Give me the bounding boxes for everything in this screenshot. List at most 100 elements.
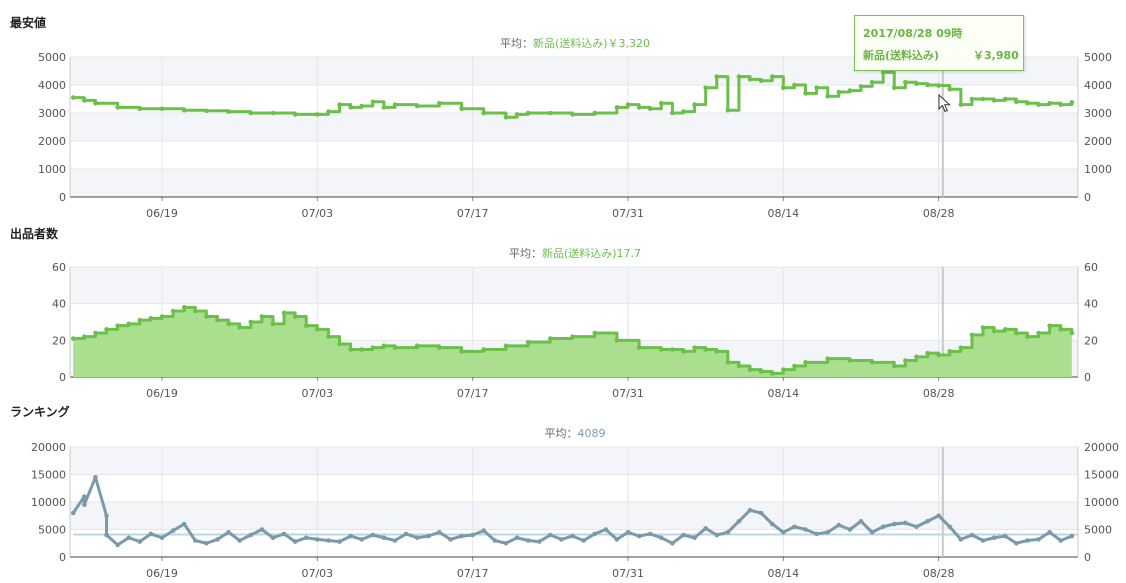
data-point <box>670 110 675 116</box>
y-tick-label-right: 60 <box>1084 261 1098 274</box>
data-point <box>1025 100 1030 106</box>
x-tick-label: 07/17 <box>457 207 489 220</box>
data-point <box>692 535 697 541</box>
data-point <box>792 524 797 530</box>
data-point <box>248 319 254 325</box>
data-point <box>736 74 742 79</box>
data-point <box>259 527 265 532</box>
y-tick-label: 1000 <box>38 163 66 176</box>
data-point <box>747 77 753 82</box>
data-point <box>880 524 886 530</box>
data-point <box>359 347 365 352</box>
data-point <box>359 103 365 109</box>
series-area <box>73 307 1072 377</box>
data-point <box>104 513 109 519</box>
y-tick-label: 10000 <box>31 496 66 509</box>
y-tick-label-right: 0 <box>1084 191 1091 204</box>
data-point <box>958 102 964 107</box>
data-point <box>703 347 708 352</box>
data-point <box>703 85 708 91</box>
data-point <box>714 532 720 538</box>
data-point <box>548 110 553 116</box>
data-point <box>769 371 775 376</box>
x-tick-label: 07/17 <box>457 387 489 400</box>
data-point <box>969 332 975 338</box>
data-point <box>414 343 420 349</box>
data-point <box>658 100 664 106</box>
data-point <box>392 345 398 350</box>
data-point <box>104 327 109 332</box>
data-point <box>315 537 320 542</box>
data-point <box>991 535 997 541</box>
data-point <box>392 538 398 543</box>
data-point <box>303 535 309 541</box>
y-tick-label: 5000 <box>38 524 66 537</box>
data-point <box>215 537 220 542</box>
y-tick-label-right: 40 <box>1084 298 1098 311</box>
data-point <box>204 108 209 114</box>
data-point <box>825 356 831 361</box>
y-tick-label: 5000 <box>38 51 66 64</box>
data-point <box>681 349 686 354</box>
data-point <box>292 112 298 117</box>
data-point <box>781 367 786 372</box>
y-tick-label-right: 4000 <box>1084 79 1112 92</box>
data-point <box>126 535 132 541</box>
data-point <box>636 105 642 110</box>
data-point <box>70 510 76 516</box>
data-point <box>581 538 586 543</box>
data-point <box>170 308 176 314</box>
data-point <box>814 531 819 537</box>
data-point <box>914 81 919 86</box>
data-point <box>1025 538 1030 543</box>
data-point <box>958 537 964 542</box>
data-point <box>425 533 431 539</box>
data-point <box>947 349 953 354</box>
data-point <box>337 102 342 107</box>
data-point <box>725 529 731 535</box>
data-point <box>459 349 464 354</box>
data-point <box>758 78 764 84</box>
data-point <box>370 532 376 538</box>
data-point <box>70 95 76 100</box>
data-point <box>891 521 897 527</box>
data-point <box>1047 100 1052 106</box>
data-point <box>891 85 897 91</box>
grid-band <box>70 85 1078 113</box>
data-point <box>226 529 231 535</box>
data-point <box>703 526 708 531</box>
grid-band <box>70 267 1078 304</box>
data-point <box>1058 538 1064 543</box>
data-point <box>903 358 908 363</box>
data-point <box>82 98 87 103</box>
data-point <box>914 354 919 360</box>
data-point <box>803 360 808 365</box>
data-point <box>803 91 808 96</box>
data-point <box>559 537 564 542</box>
data-point <box>847 88 853 93</box>
grid-band <box>70 113 1078 141</box>
data-point <box>969 532 975 538</box>
x-tick-label: 06/19 <box>146 207 178 220</box>
data-point <box>226 109 231 114</box>
data-point <box>825 529 831 535</box>
data-point <box>470 532 475 538</box>
data-point <box>1014 99 1019 105</box>
data-point <box>459 106 464 112</box>
data-point <box>792 363 797 369</box>
data-point <box>170 528 176 533</box>
data-point <box>947 86 953 92</box>
x-tick-label: 08/14 <box>767 567 799 580</box>
data-point <box>348 533 353 539</box>
data-point <box>636 533 642 539</box>
y-tick-label-right: 0 <box>1084 551 1091 564</box>
grid-band <box>70 447 1078 475</box>
data-point <box>991 328 997 334</box>
data-point <box>525 110 531 116</box>
data-point <box>1002 533 1008 539</box>
data-point <box>958 345 964 350</box>
data-point <box>714 349 720 354</box>
y-tick-label: 0 <box>59 551 66 564</box>
